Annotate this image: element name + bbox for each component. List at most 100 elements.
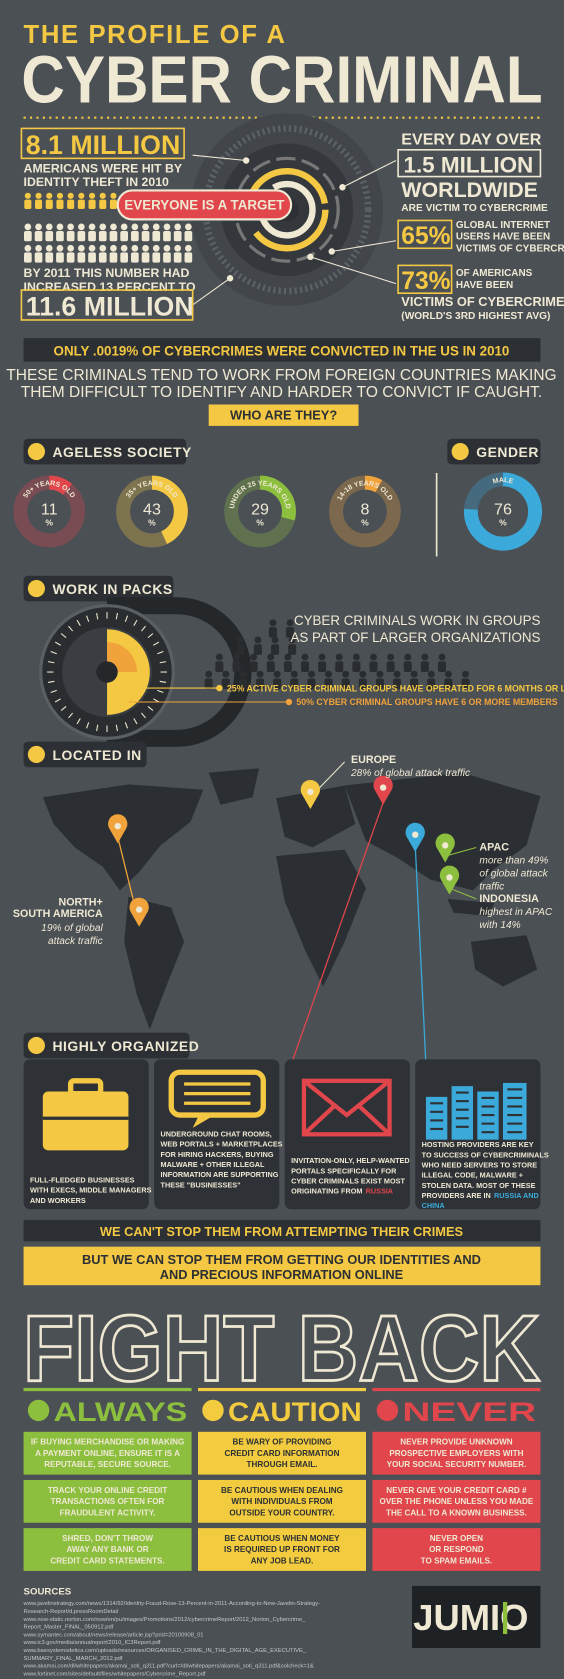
person-head [67,223,74,231]
connector [331,240,397,253]
card-text: PROVIDERS ARE IN RUSSIA AND [422,1191,539,1200]
tip-text: REPUTABLE, SECURE SOURCE. [44,1460,171,1469]
person-head [163,223,171,231]
connector-dot [328,248,335,255]
region-desc: more than 49% [479,856,548,867]
person-body [109,252,118,263]
person-body [290,678,299,690]
vault-tick [141,712,146,719]
source-line: www.symantec.com/about/news/release/arti… [23,1632,204,1638]
person-head [110,244,117,252]
packs-fact: 50% CYBER CRIMINAL GROUPS HAVE 6 OR MORE… [296,697,557,707]
region-desc: of global attack [479,868,548,879]
tip-text: BE WARY OF PROVIDING [233,1438,332,1447]
person-body [141,230,150,242]
vault-tick [68,625,74,632]
envelope-icon [301,1078,392,1137]
packs-fact: 25% ACTIVE CYBER CRIMINAL GROUPS HAVE OP… [227,683,564,693]
connector-dot [242,157,250,164]
person-head [273,670,281,678]
ring-unit: % [148,517,156,527]
section-icon [27,745,45,763]
person-body [232,661,241,673]
person-head [185,223,192,231]
person-head [301,653,309,661]
ring-arc [463,472,543,551]
pointer [414,845,427,1065]
person-body [98,252,107,263]
person-body [77,199,85,210]
region-name: EUROPE [351,754,396,766]
tip-text: ANY JOB LEAD. [251,1556,314,1565]
person-head [393,670,401,678]
fight-title: FIGHT BACK [23,1295,540,1400]
stat-text: ARE VICTIM TO CYBERCRIME [401,203,548,214]
person-body [249,661,258,673]
person-body [437,661,446,673]
vault-knob [96,661,118,683]
continent [124,896,185,1030]
person-body [236,644,245,655]
vault-tick [47,661,55,664]
region-desc: traffic [479,881,504,892]
person-body [420,661,429,673]
ring-unit: % [45,517,53,527]
person-head [67,244,74,252]
person-body [67,199,75,210]
stat-text: IDENTITY THEFT IN 2010 [24,175,169,189]
person-body [221,678,230,690]
tip-text: OR RESPOND [429,1545,484,1554]
section-tag [23,741,147,768]
tip-text: THE CALL TO A KNOWN BUSINESS. [386,1508,527,1517]
figure-frame [397,219,453,250]
connector-dot [339,184,346,191]
tip-box [372,1431,541,1475]
tip-box [197,1431,367,1475]
person-body [88,230,96,242]
person-head [215,653,223,661]
person-body [131,230,139,242]
vault-tick [60,633,67,639]
intro-text: THEM DIFFICULT TO IDENTIFY AND HARDER TO… [21,384,542,401]
card-text: INVITATION-ONLY, HELP-WANTED [291,1156,410,1165]
vault-tick [68,712,74,719]
vault-tick [133,718,138,725]
vault-tick [60,706,67,711]
stat-text: HAVE BEEN [456,280,513,291]
person-body [173,252,182,263]
card-highlight: CHINA [422,1201,446,1210]
card-text-part: PROVIDERS ARE IN [422,1191,491,1200]
person-body [99,199,107,210]
person-body [393,678,402,690]
stat-text: VICTIMS OF CYBERCRIME [456,243,564,254]
person-body [120,252,129,263]
person-body [66,252,75,263]
card-highlight: RUSSIA AND [494,1191,539,1200]
card-text-part: ORIGINATING FROM [291,1187,362,1196]
person-body [238,678,247,690]
logo-box [412,1585,541,1648]
vault-tick [96,612,99,620]
tip-text: OVER THE PHONE UNLESS YOU MADE [380,1497,534,1506]
person-head [24,192,31,199]
person-body [141,252,150,263]
card-text: HOSTING PROVIDERS ARE KEY [422,1140,534,1149]
person-body [266,661,275,673]
section-title: AGELESS SOCIETY [52,444,192,460]
section-icon [27,443,45,461]
stat-figure: 65% [401,223,450,250]
person-body [324,678,333,690]
person-head [174,244,182,252]
tip-box [197,1528,367,1571]
sources-title: SOURCES [24,1586,72,1597]
person-body [375,678,384,690]
person-head [120,244,128,252]
stat-text: WORLDWIDE [401,178,538,202]
connector [192,277,231,306]
region-desc: with 14% [479,920,520,931]
person-body [204,678,213,690]
column-icon [202,1399,224,1422]
source-line: Research-Report/d,pressRoomDetail [24,1609,119,1615]
person-head [376,670,384,678]
person-body [444,678,453,690]
